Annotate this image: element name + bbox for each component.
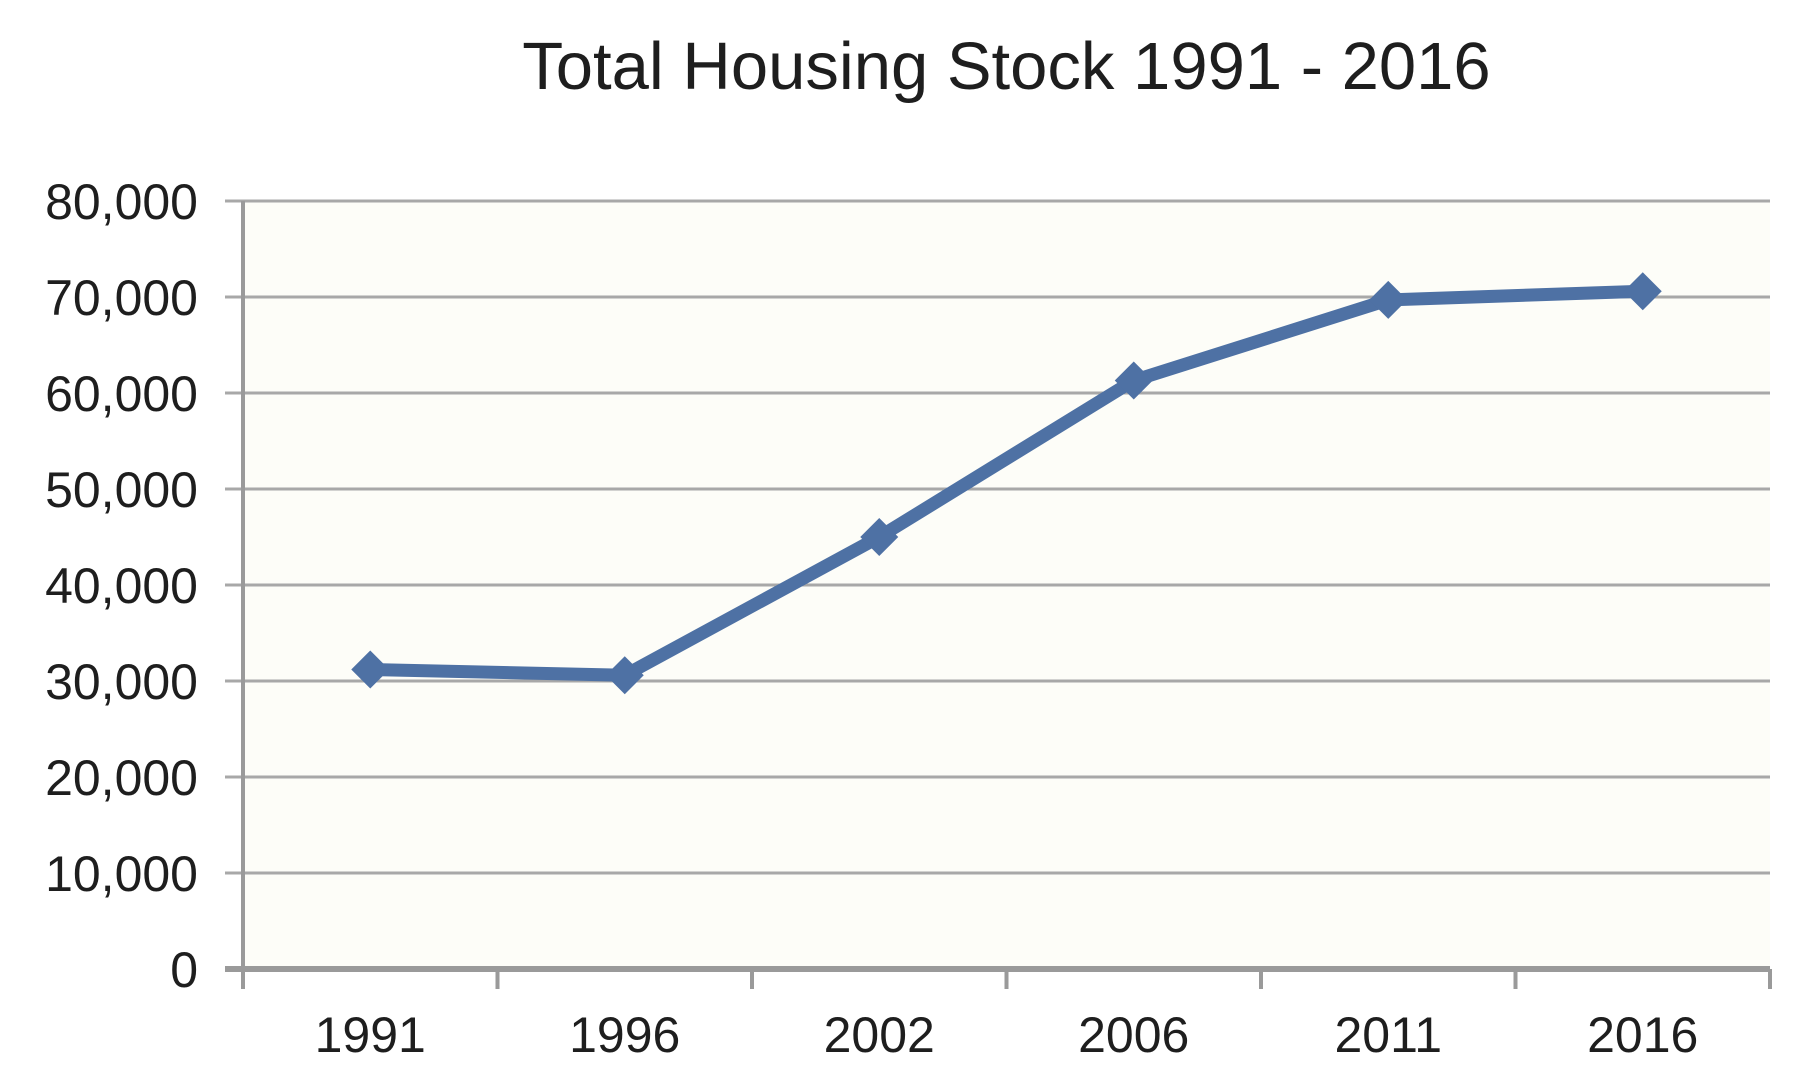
- x-tick-label: 2002: [824, 1007, 935, 1063]
- data-line: [363, 284, 1650, 682]
- data-point-marker: [1623, 272, 1662, 311]
- x-tick-label: 2016: [1587, 1007, 1698, 1063]
- y-tick-label: 20,000: [45, 750, 198, 806]
- y-tick-label: 0: [170, 942, 198, 998]
- axes: [225, 201, 1772, 989]
- x-tick-label: 2006: [1078, 1007, 1189, 1063]
- data-point-marker: [1369, 280, 1408, 319]
- y-tick-label: 30,000: [45, 654, 198, 710]
- data-point-marker: [860, 518, 899, 556]
- x-axis-labels: 1991 1996 2002 2006 2011 2016: [315, 1007, 1699, 1063]
- x-tick-label: 2011: [1334, 1007, 1442, 1063]
- x-tick-label: 1991: [315, 1007, 426, 1063]
- y-tick-label: 60,000: [45, 366, 198, 422]
- y-tick-label: 80,000: [45, 174, 198, 230]
- data-point-marker: [1114, 361, 1153, 400]
- data-point-marker: [351, 650, 390, 689]
- x-tick-label: 1996: [569, 1007, 680, 1063]
- y-tick-label: 10,000: [45, 846, 198, 902]
- y-axis-labels: 0 10,000 20,000 30,000 40,000 50,000 60,000 70,…: [45, 174, 198, 998]
- data-series: [351, 272, 1662, 695]
- y-tick-label: 70,000: [45, 270, 198, 326]
- y-tick-label: 40,000: [45, 558, 198, 614]
- chart-title: Total Housing Stock 1991 - 2016: [522, 29, 1490, 104]
- y-tick-label: 50,000: [45, 462, 198, 518]
- data-point-marker: [605, 656, 644, 695]
